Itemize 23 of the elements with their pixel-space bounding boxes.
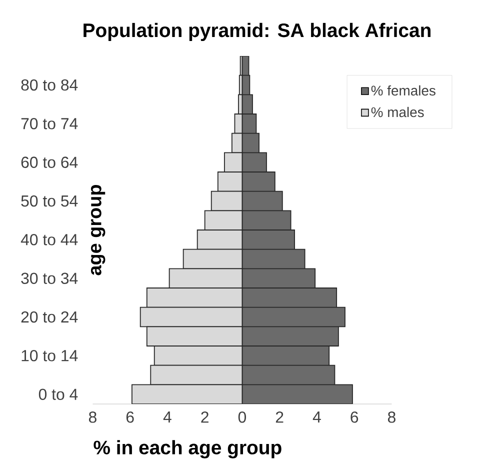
y-tick-label: 40 to 44 [20,234,78,246]
legend-label: % males [371,107,424,118]
x-tick-label: 6 [350,412,358,423]
y-tick-label: 30 to 34 [21,272,78,284]
x-tick-label: 0 [238,412,246,423]
x-axis-title: % in each age group [94,440,282,458]
y-tick-label: 60 to 64 [21,156,78,168]
y-tick-label: 0 to 4 [38,388,78,400]
y-tick-label: 10 to 14 [22,350,78,362]
x-tick-label: 2 [276,412,284,423]
y-tick-label: 20 to 24 [21,312,78,323]
x-tick-label: 2 [201,412,208,423]
x-tick-label: 6 [126,412,134,423]
y-tick-label: 50 to 54 [21,196,78,207]
x-tick-label: 8 [388,412,396,423]
y-axis-title: age group [90,185,106,276]
chart-title: Population pyramid: SA black African [84,23,430,42]
legend-label: % females [371,85,436,96]
y-tick-label: 70 to 74 [21,118,78,130]
x-tick-label: 8 [88,412,96,423]
x-tick-label: 4 [163,412,172,423]
x-tick-label: 4 [312,412,321,423]
y-tick-label: 80 to 84 [21,80,78,91]
